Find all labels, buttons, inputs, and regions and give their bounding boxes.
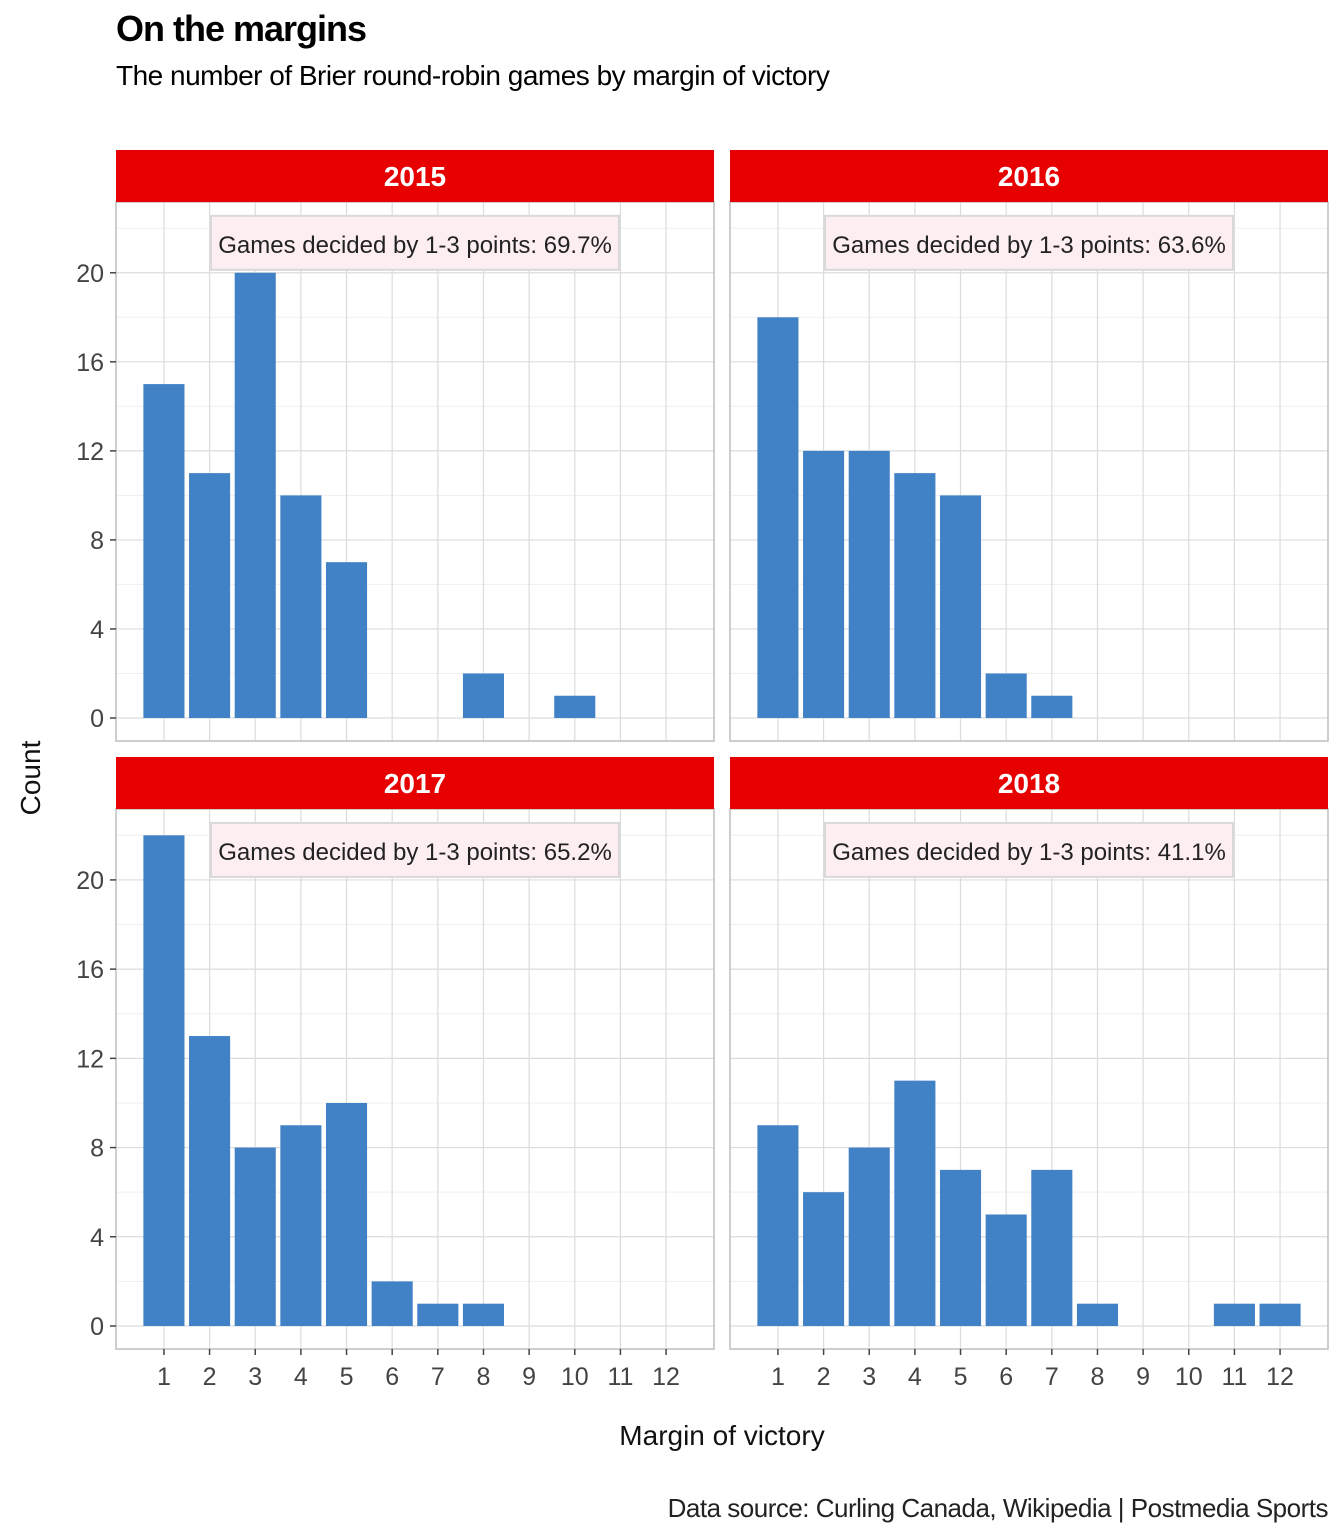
bar-2015-margin-2	[189, 473, 231, 718]
x-tick-label: 10	[561, 1363, 589, 1391]
bar-2016-margin-3	[848, 450, 890, 718]
y-tick-label: 4	[90, 616, 104, 644]
chart-title: On the margins	[116, 8, 367, 49]
bar-2016-margin-5	[939, 495, 982, 718]
x-tick-label: 12	[652, 1363, 680, 1391]
chart-caption: Data source: Curling Canada, Wikipedia |…	[667, 1493, 1329, 1523]
annotation-label: Games decided by 1-3 points: 65.2%	[210, 821, 620, 878]
bar-2015-margin-1	[143, 384, 185, 718]
bar-2016-margin-4	[894, 473, 936, 718]
y-tick-label: 16	[76, 349, 104, 377]
facet-strip-label: 2015	[384, 161, 446, 192]
bar-2018-margin-4	[894, 1080, 936, 1326]
x-tick-label: 4	[908, 1363, 922, 1391]
x-axis-title: Margin of victory	[619, 1420, 824, 1451]
bar-2015-margin-5	[325, 562, 368, 718]
facet-strip-label: 2016	[998, 161, 1060, 192]
x-tick-label: 9	[1136, 1363, 1150, 1391]
annotation-box	[210, 821, 620, 878]
annotation-box	[824, 821, 1234, 878]
bar-2016-margin-1	[757, 317, 799, 718]
y-tick-label: 20	[76, 867, 104, 895]
bar-2017-margin-6	[371, 1281, 413, 1326]
x-tick-label: 5	[340, 1363, 354, 1391]
bar-2017-margin-3	[234, 1147, 276, 1326]
facet-strip-label: 2017	[384, 768, 446, 799]
bar-2018-margin-12	[1259, 1303, 1301, 1326]
bar-2015-margin-8	[462, 673, 505, 718]
y-axis-title: Count	[15, 740, 46, 815]
x-tick-label: 3	[862, 1363, 876, 1391]
bar-2017-margin-4	[280, 1125, 322, 1326]
x-tick-label: 12	[1266, 1363, 1294, 1391]
annotation-text: Games decided by 1-3 points: 65.2%	[218, 839, 612, 866]
bar-2016-margin-7	[1031, 695, 1073, 718]
facet-panels: Games decided by 1-3 points: 69.7%201504…	[76, 150, 1329, 1391]
facet-panel-2015: Games decided by 1-3 points: 69.7% 2015 0 4…	[76, 150, 715, 742]
annotation-label: Games decided by 1-3 points: 69.7%	[210, 214, 620, 271]
bar-2018-margin-11	[1213, 1303, 1255, 1326]
x-tick-label: 3	[248, 1363, 262, 1391]
x-tick-label: 11	[1221, 1363, 1247, 1391]
bar-2018-margin-8	[1076, 1303, 1119, 1326]
facet-strip-label: 2018	[998, 768, 1060, 799]
bar-2017-margin-7	[417, 1303, 459, 1326]
x-tick-label: 10	[1175, 1363, 1203, 1391]
x-tick-label: 6	[385, 1363, 399, 1391]
facet-strip	[730, 757, 1328, 809]
x-tick-label: 5	[954, 1363, 968, 1391]
bar-2017-margin-8	[462, 1303, 505, 1326]
bar-2016-margin-6	[985, 673, 1027, 718]
x-tick-label: 6	[999, 1363, 1013, 1391]
annotation-box	[210, 214, 620, 271]
annotation-text: Games decided by 1-3 points: 69.7%	[218, 232, 612, 259]
y-tick-label: 0	[90, 705, 104, 733]
x-tick-label: 4	[294, 1363, 308, 1391]
annotation-text: Games decided by 1-3 points: 63.6%	[832, 232, 1226, 259]
bar-2018-margin-6	[985, 1214, 1027, 1326]
bar-2018-margin-7	[1031, 1169, 1073, 1326]
x-tick-label: 1	[157, 1363, 171, 1391]
chart-subtitle: The number of Brier round-robin games by…	[116, 60, 830, 91]
x-tick-label: 8	[1091, 1363, 1105, 1391]
y-tick-label: 12	[76, 1045, 104, 1073]
facet-strip	[730, 150, 1328, 202]
bar-2015-margin-4	[280, 495, 322, 718]
x-tick-label: 7	[431, 1363, 445, 1391]
y-tick-label: 16	[76, 956, 104, 984]
y-tick-label: 8	[90, 527, 104, 555]
x-tick-label: 8	[477, 1363, 491, 1391]
bar-2018-margin-2	[803, 1192, 845, 1326]
x-tick-label: 9	[522, 1363, 536, 1391]
bar-2017-margin-2	[189, 1036, 231, 1326]
bar-2015-margin-10	[554, 695, 596, 718]
facet-panel-2016: Games decided by 1-3 points: 63.6% 2016	[729, 150, 1329, 742]
x-tick-label: 11	[607, 1363, 633, 1391]
annotation-label: Games decided by 1-3 points: 41.1%	[824, 821, 1234, 878]
y-tick-label: 8	[90, 1135, 104, 1163]
y-tick-label: 12	[76, 438, 104, 466]
bar-2017-margin-1	[143, 835, 185, 1326]
bar-2018-margin-5	[939, 1169, 982, 1326]
x-tick-label: 1	[771, 1363, 785, 1391]
x-tick-label: 2	[203, 1363, 217, 1391]
bar-2016-margin-2	[803, 450, 845, 718]
annotation-box	[824, 214, 1234, 271]
facet-panel-2017: Games decided by 1-3 points: 65.2%201704…	[76, 757, 715, 1391]
bar-2015-margin-3	[234, 272, 276, 718]
y-tick-label: 20	[76, 260, 104, 288]
y-tick-label: 0	[90, 1313, 104, 1341]
annotation-text: Games decided by 1-3 points: 41.1%	[832, 839, 1226, 866]
facet-strip	[116, 757, 714, 809]
x-tick-label: 7	[1045, 1363, 1059, 1391]
bar-2018-margin-1	[757, 1125, 799, 1326]
x-tick-label: 2	[817, 1363, 831, 1391]
bar-2018-margin-3	[848, 1147, 890, 1326]
y-tick-label: 4	[90, 1224, 104, 1252]
bar-2017-margin-5	[325, 1102, 368, 1326]
annotation-label: Games decided by 1-3 points: 63.6%	[824, 214, 1234, 271]
facet-strip	[116, 150, 714, 202]
